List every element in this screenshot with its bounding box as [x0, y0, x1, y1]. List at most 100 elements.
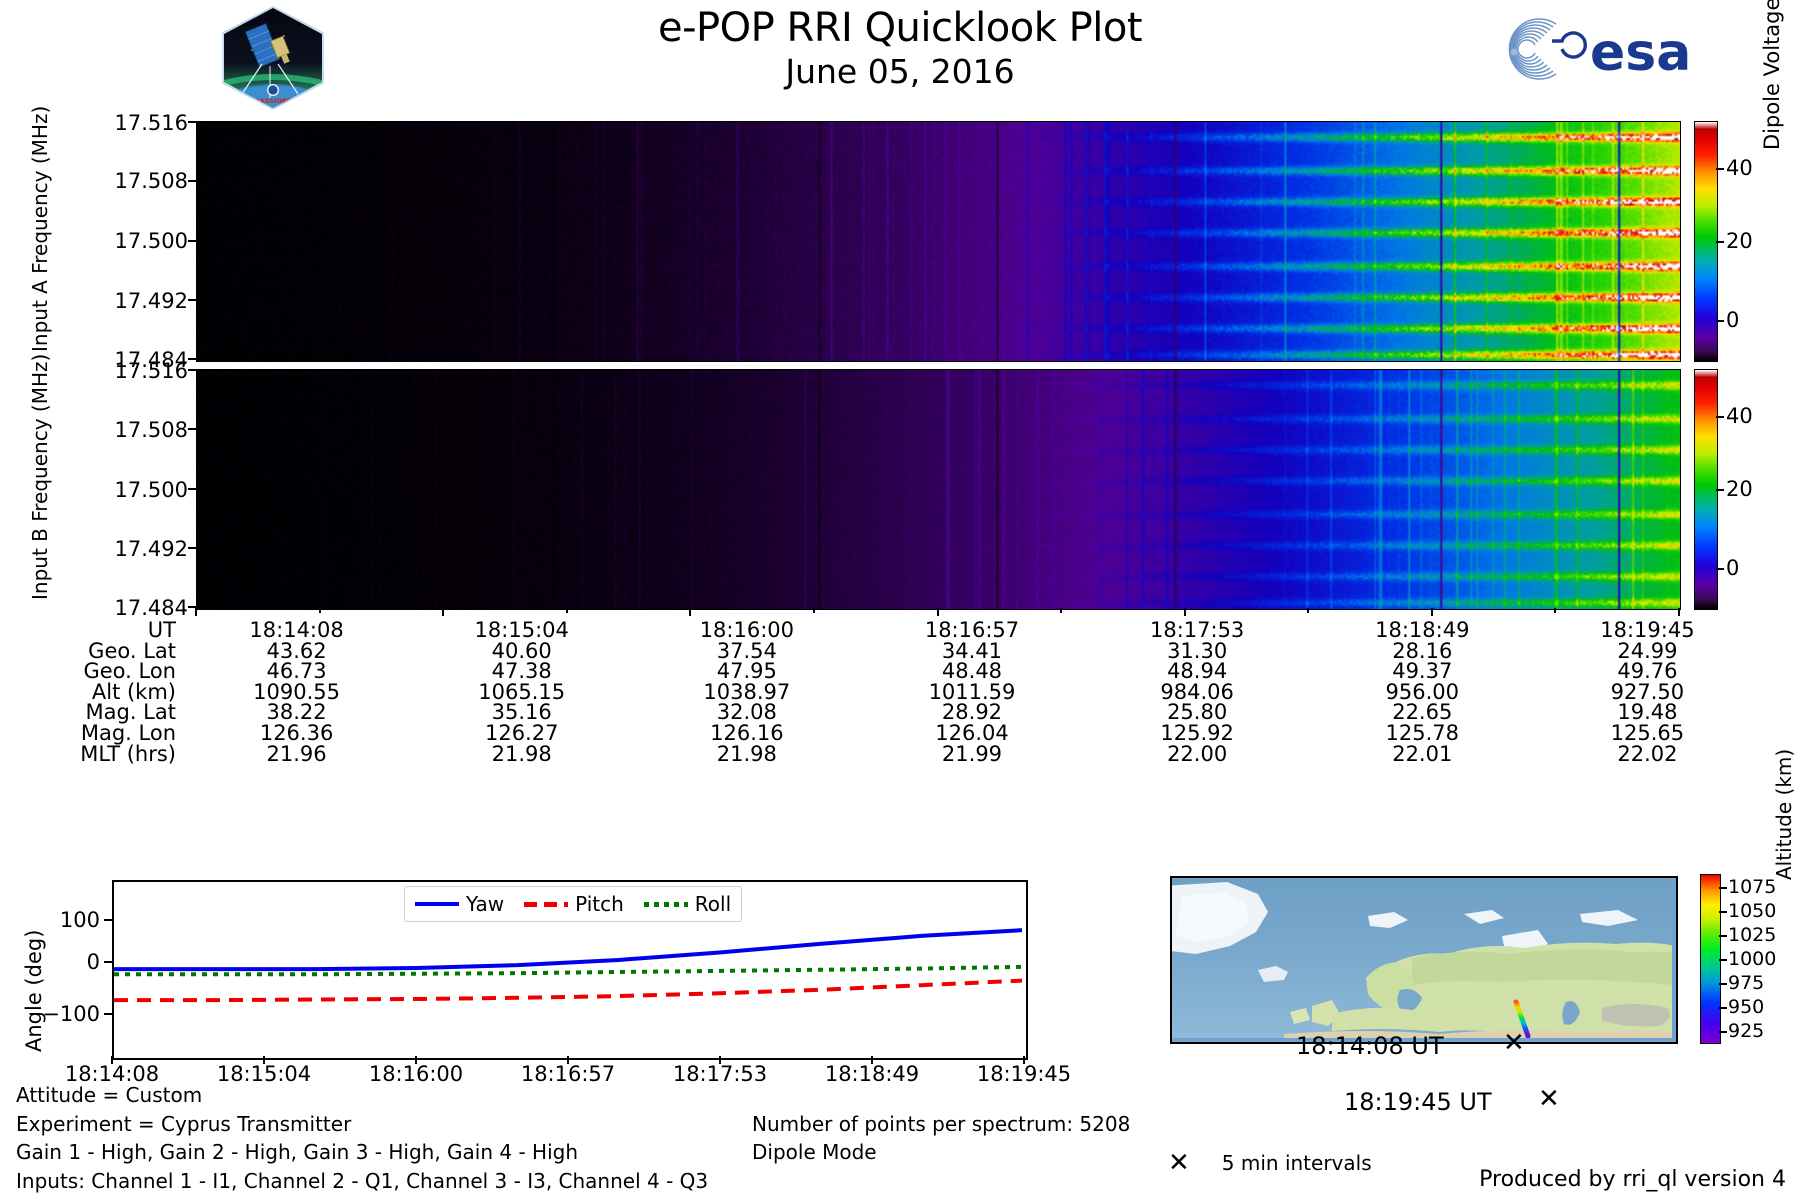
altitude-tickmark	[1719, 1007, 1727, 1010]
spec-a-ytick-3: 17.492	[114, 289, 188, 313]
altitude-tickmark	[1719, 983, 1727, 986]
legend-item-roll: Roll	[643, 892, 732, 916]
attitude-xtick-label: 18:16:57	[520, 1062, 616, 1086]
colorbar-label-prefix: Dipole Voltage 20	[1760, 0, 1784, 150]
attitude-series-yaw	[114, 928, 1022, 972]
attitude-series-pitch	[114, 978, 1022, 1003]
ephemeris-cell: 22.02	[1617, 741, 1678, 766]
ephemeris-cell: 21.99	[941, 741, 1003, 766]
ephemeris-cell: 1065.15	[478, 679, 566, 704]
note-experiment: Experiment = Cyprus Transmitter	[16, 1112, 352, 1136]
pitch-line-swatch	[524, 901, 569, 907]
spec-b-ytick-1: 17.508	[114, 418, 188, 442]
spec-a-tickmark	[188, 180, 196, 182]
spec-b-ytick-0: 17.516	[114, 359, 188, 383]
spectrogram-xtickmark	[1430, 608, 1433, 616]
spectrogram-xtickmark-minor	[565, 608, 568, 613]
spectrogram-xtickmark	[1183, 608, 1186, 616]
attitude-ytick-100: 100	[59, 908, 100, 932]
ephemeris-row: MLT (hrs) 21.96 21.98 21.98 21.99 22.00 22.01 2…	[0, 741, 1760, 766]
ephemeris-cell: 21.96	[266, 741, 327, 766]
ephemeris-cell: 1038.97	[703, 679, 791, 704]
altitude-tick-label: 1025	[1728, 924, 1777, 947]
ephemeris-cell: 1011.59	[928, 679, 1016, 704]
map-start-marker-icon: ✕	[1503, 1028, 1525, 1058]
ephemeris-row-label: UT	[147, 618, 176, 642]
ephemeris-cell: 35.16	[491, 700, 552, 725]
altitude-colorbar-label: Altitude (km)	[1772, 748, 1796, 880]
attitude-xtick-label: 18:19:45	[976, 1062, 1072, 1086]
colorbar-a-tick-20: 20	[1726, 229, 1753, 253]
altitude-tickmark	[1719, 1031, 1727, 1034]
ephemeris-cell: 28.92	[941, 700, 1003, 725]
altitude-tickmark	[1719, 935, 1727, 938]
esa-logo-text: esa	[1590, 23, 1691, 83]
ephemeris-cell: 126.36	[259, 720, 334, 745]
spectrogram-xtickmark-minor	[1554, 608, 1557, 613]
roll-line-swatch	[643, 901, 688, 907]
attitude-xtick-label: 18:15:04	[216, 1062, 312, 1086]
ephemeris-cell: 47.95	[716, 659, 777, 684]
attitude-series-roll	[114, 964, 1022, 977]
altitude-tick-label: 1000	[1728, 948, 1777, 971]
ephemeris-row-label: Alt (km)	[91, 679, 176, 704]
ephemeris-cell: 22.65	[1392, 700, 1453, 725]
spectrogram-xtickmark-minor	[1060, 608, 1063, 613]
ephemeris-cell: 927.50	[1610, 679, 1685, 704]
ephemeris-cell: 49.76	[1617, 659, 1678, 684]
ephemeris-cell: 34.41	[941, 638, 1003, 663]
legend-item-yaw: Yaw	[415, 892, 504, 916]
ephemeris-cell: 40.60	[491, 638, 552, 663]
ephemeris-cell: 38.22	[266, 700, 327, 725]
ephemeris-row-label: Mag. Lon	[80, 720, 176, 745]
ephemeris-cell: 46.73	[266, 659, 327, 684]
attitude-xtickmark	[567, 1056, 569, 1064]
spec-b-tickmark	[188, 369, 196, 371]
attitude-plot	[112, 880, 1028, 1060]
attitude-ytickmark	[104, 919, 112, 921]
legend-label-roll: Roll	[694, 892, 732, 916]
spectrogram-input-b	[196, 369, 1681, 610]
legend-label-pitch: Pitch	[575, 892, 624, 916]
ephemeris-cell: 18:18:49	[1375, 618, 1470, 642]
spec-b-ytick-2: 17.500	[114, 478, 188, 502]
colorbar-b-tickline	[1716, 416, 1724, 418]
map-start-time-label: 18:14:08 UT	[1296, 1032, 1444, 1060]
attitude-xtick-label: 18:18:49	[824, 1062, 920, 1086]
attitude-ytick-neg100: −100	[42, 1002, 100, 1026]
note-points-per-spectrum: Number of points per spectrum: 5208	[752, 1112, 1131, 1136]
ephemeris-cell: 22.00	[1167, 741, 1228, 766]
ephemeris-cell: 49.37	[1392, 659, 1453, 684]
colorbar-a-tick-0: 0	[1726, 308, 1740, 332]
colorbar-b-tick-40: 40	[1726, 404, 1753, 428]
spec-b-ytick-4: 17.484	[114, 596, 188, 620]
colorbar-a-tickline	[1716, 168, 1724, 170]
spec-a-tickmark	[188, 299, 196, 301]
ephemeris-row-label: Geo. Lon	[83, 659, 176, 684]
ephemeris-cell: 24.99	[1617, 638, 1678, 663]
ephemeris-cell: 47.38	[491, 659, 552, 684]
colorbar-a-tickline	[1716, 320, 1724, 322]
colorbar-axis-label: Dipole Voltage 20log(μVBs)	[1760, 0, 1788, 150]
produced-by-note: Produced by rri_ql version 4	[1479, 1167, 1786, 1192]
esa-logo-icon: esa	[1490, 14, 1720, 84]
ephemeris-row-label: Geo. Lat	[88, 638, 176, 663]
colorbar-a-tick-40: 40	[1726, 156, 1753, 180]
spec-b-tickmark	[188, 428, 196, 430]
ground-track-map[interactable]	[1170, 876, 1678, 1044]
ephemeris-cell: 48.48	[941, 659, 1003, 684]
spectrogram-input-a	[196, 121, 1681, 362]
spectrogram-xtickmark	[195, 608, 197, 616]
colorbar-b-tick-20: 20	[1726, 477, 1753, 501]
ephemeris-cell: 1090.55	[253, 679, 340, 704]
ephemeris-table: UT 18:14:08 18:15:04 18:16:00 18:16:57 18:17:…	[0, 620, 1800, 764]
ephemeris-cell: 984.06	[1160, 679, 1234, 704]
ephemeris-cell: 18:16:00	[699, 618, 795, 642]
ephemeris-row: Geo. Lat 43.62 40.60 37.54 34.41 31.30 28.16 24…	[0, 638, 1760, 663]
altitude-tickmark	[1719, 959, 1727, 962]
spec-b-tickmark	[188, 606, 196, 608]
spec-a-tickmark	[188, 240, 196, 242]
ephemeris-cell: 22.01	[1392, 741, 1453, 766]
colorbar-input-a	[1694, 121, 1718, 362]
attitude-xtickmark	[111, 1056, 113, 1064]
